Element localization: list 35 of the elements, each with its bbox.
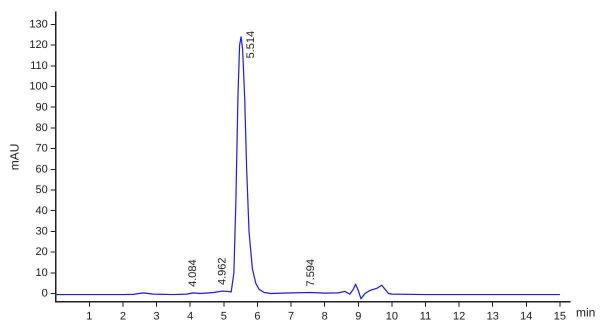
x-tick-label: 12: [452, 310, 466, 322]
y-tick-label: 120: [29, 39, 48, 52]
x-tick-label: 7: [288, 310, 294, 322]
x-tick-label: 4: [187, 310, 194, 322]
x-tick-label: 15: [554, 310, 566, 322]
y-tick-label: 90: [36, 101, 48, 114]
y-tick-label: 30: [36, 225, 48, 238]
x-axis-title: min: [576, 305, 596, 320]
y-tick-label: 50: [36, 184, 48, 196]
x-tick-label: 2: [120, 310, 126, 322]
y-tick-label: 20: [36, 246, 48, 258]
annotation: 5.514: [245, 30, 258, 58]
annotation: 4.084: [187, 259, 200, 287]
y-tick-label: 60: [36, 163, 48, 176]
x-tick-label: 6: [254, 310, 260, 322]
y-tick-label: 10: [36, 266, 48, 279]
annotation: 7.594: [305, 258, 318, 286]
y-tick-label: 40: [36, 204, 48, 217]
x-tick-label: 13: [486, 310, 499, 322]
x-tick-label: 10: [386, 310, 398, 322]
x-tick-label: 9: [355, 310, 362, 322]
x-tick-label: 3: [154, 310, 160, 322]
y-tick-label: 70: [36, 142, 48, 155]
x-tick-label: 8: [322, 310, 328, 322]
y-axis-title: mAU: [8, 144, 22, 170]
y-tick-label: 100: [29, 80, 48, 93]
y-tick-label: 80: [36, 122, 48, 134]
y-tick-label: 0: [42, 288, 48, 300]
y-tick-label: 130: [29, 18, 48, 30]
x-tick-label: 5: [220, 310, 227, 322]
x-tick-label: 14: [520, 310, 532, 322]
annotation: 4.962: [216, 258, 229, 286]
x-tick-label: 11: [420, 310, 432, 322]
x-tick-label: 1: [86, 310, 92, 322]
y-tick-label: 110: [30, 60, 48, 72]
